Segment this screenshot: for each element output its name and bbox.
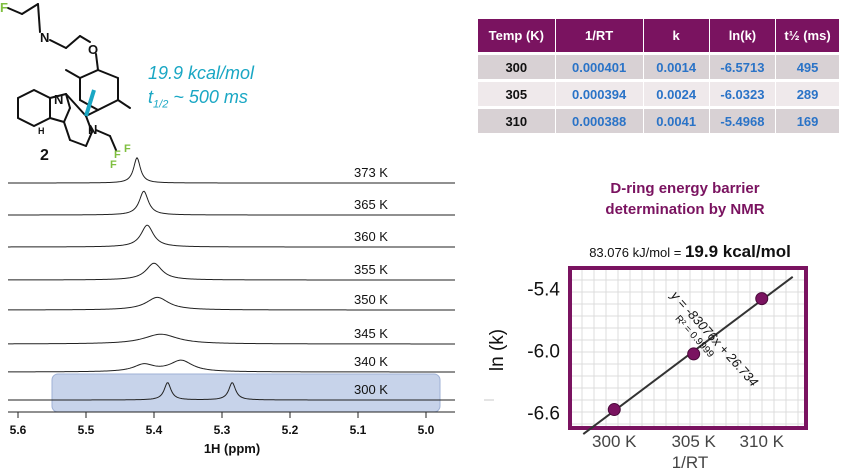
x-tick-label: 5.3 xyxy=(214,423,231,437)
cell-temp: 310 xyxy=(478,109,556,133)
spectrum-temp-label: 355 K xyxy=(354,262,388,277)
spectrum-trace xyxy=(8,156,455,184)
cell-temp: 300 xyxy=(478,55,556,79)
spectrum-temp-label: 300 K xyxy=(354,382,388,397)
cell-lnk: -6.0323 xyxy=(709,82,777,106)
nmr-spectra: 373 K 365 K 360 K 355 K 350 K 345 K 340 K 300 K… xyxy=(8,156,455,456)
x-tick-label: 5.1 xyxy=(350,423,367,437)
table-row: 310 0.000388 0.0041 -5.4968 169 xyxy=(478,109,840,133)
spectrum-temp-label: 345 K xyxy=(354,326,388,341)
atom-label: H xyxy=(38,126,45,136)
spectrum-trace xyxy=(8,262,455,281)
table-row: 300 0.000401 0.0014 -6.5713 495 xyxy=(478,55,840,79)
cell-t-half: 495 xyxy=(776,55,840,79)
atom-label: F xyxy=(0,0,8,15)
cell-k: 0.0014 xyxy=(643,55,710,79)
atom-label: F xyxy=(114,149,121,161)
spectrum-temp-label: 373 K xyxy=(354,165,388,180)
cell-k: 0.0041 xyxy=(643,109,710,133)
column-header: t½ (ms) xyxy=(776,19,840,52)
energy-value: 83.076 kJ/mol = xyxy=(589,245,685,260)
column-header: Temp (K) xyxy=(478,19,556,52)
cell-t-half: 169 xyxy=(776,109,840,133)
x-tick-label: 5.5 xyxy=(78,423,95,437)
atom-label: N xyxy=(54,92,63,107)
spectrum-trace xyxy=(8,224,455,248)
cell-temp: 305 xyxy=(478,82,556,106)
cell-lnk: -5.4968 xyxy=(709,109,777,133)
half-life-text: t1/2 ~ 500 ms xyxy=(148,86,248,116)
atom-label: N xyxy=(40,30,49,45)
cell-k: 0.0024 xyxy=(643,82,710,106)
spectrum-trace xyxy=(8,296,455,311)
energy-kcal: 19.9 kcal/mol xyxy=(684,242,791,261)
cell-lnk: -6.5713 xyxy=(709,55,777,79)
cell-inv-rt: 0.000388 xyxy=(555,109,644,133)
column-header: k xyxy=(643,19,710,52)
half-life-suffix: ~ 500 ms xyxy=(168,87,248,107)
cell-inv-rt: 0.000401 xyxy=(555,55,644,79)
barrier-text: 19.9 kcal/mol xyxy=(148,63,255,83)
compound-number: 2 xyxy=(40,147,49,164)
atom-label: F xyxy=(124,143,131,155)
x-tick-label: 5.2 xyxy=(282,423,299,437)
x-tick-label: 5.4 xyxy=(146,423,163,437)
kinetics-table: Temp (K) 1/RT k ln(k) t½ (ms) 300 0.0004… xyxy=(478,16,840,136)
energy-subtitle: 83.076 kJ/mol = 19.9 kcal/mol xyxy=(540,242,840,262)
spectrum-trace xyxy=(8,359,455,373)
plot-title: D-ring energy barrier determination by N… xyxy=(605,180,765,218)
table-header-row: Temp (K) 1/RT k ln(k) t½ (ms) xyxy=(478,19,840,52)
atom-label: O xyxy=(88,42,98,57)
column-header: ln(k) xyxy=(709,19,777,52)
spectrum-temp-label: 340 K xyxy=(354,354,388,369)
spectrum-trace xyxy=(8,333,455,345)
atom-label: F xyxy=(110,159,117,171)
half-life-prefix: t xyxy=(148,87,154,107)
spectrum-temp-label: 350 K xyxy=(354,292,388,307)
x-tick-label: 5.0 xyxy=(418,423,435,437)
table-row: 305 0.000394 0.0024 -6.0323 289 xyxy=(478,82,840,106)
spectrum-temp-label: 365 K xyxy=(354,197,388,212)
x-tick-label: 5.6 xyxy=(10,423,27,437)
column-header: 1/RT xyxy=(555,19,644,52)
atom-label: N xyxy=(88,122,97,137)
cell-t-half: 289 xyxy=(776,82,840,106)
half-life-sub: 1/2 xyxy=(153,98,169,111)
spectrum-trace xyxy=(8,190,455,216)
spectrum-trace xyxy=(8,381,455,401)
spectrum-temp-label: 360 K xyxy=(354,229,388,244)
cell-inv-rt: 0.000394 xyxy=(555,82,644,106)
x-axis-title: 1H (ppm) xyxy=(204,441,260,456)
